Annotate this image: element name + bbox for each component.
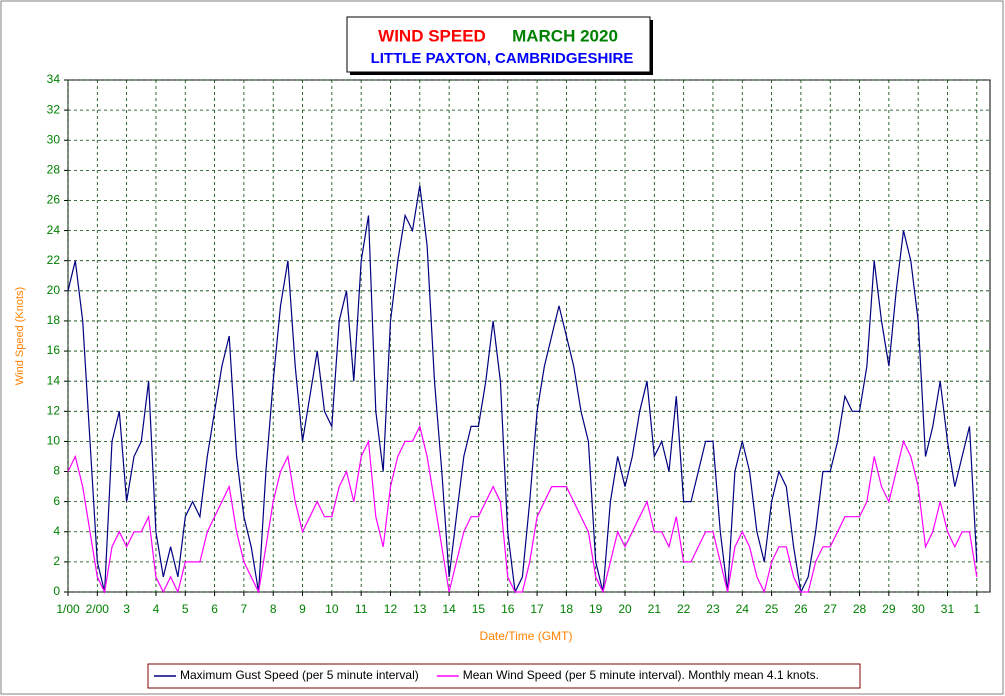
legend-label: Mean Wind Speed (per 5 minute interval).…	[463, 668, 819, 682]
y-tick-label: 14	[47, 373, 61, 387]
x-tick-label: 22	[677, 602, 691, 616]
y-tick-label: 0	[53, 584, 60, 598]
x-tick-label: 29	[882, 602, 896, 616]
x-tick-label: 3	[123, 602, 130, 616]
chart-subtitle: MARCH 2020	[512, 26, 618, 45]
x-tick-label: 17	[530, 602, 544, 616]
y-tick-label: 26	[47, 193, 61, 207]
x-tick-label: 18	[560, 602, 574, 616]
y-tick-label: 22	[47, 253, 61, 267]
x-tick-label: 25	[765, 602, 779, 616]
y-tick-label: 32	[47, 102, 61, 116]
x-tick-label: 20	[618, 602, 632, 616]
x-tick-label: 1	[973, 602, 980, 616]
x-tick-label: 21	[648, 602, 662, 616]
x-tick-label: 2/00	[86, 602, 110, 616]
x-tick-label: 8	[270, 602, 277, 616]
x-tick-label: 24	[736, 602, 750, 616]
x-tick-label: 23	[706, 602, 720, 616]
x-tick-label: 15	[472, 602, 486, 616]
y-tick-label: 28	[47, 163, 61, 177]
y-tick-label: 34	[47, 72, 61, 86]
x-tick-label: 14	[442, 602, 456, 616]
x-tick-label: 27	[824, 602, 838, 616]
y-axis-label: Wind Speed (Knots)	[14, 287, 26, 385]
y-tick-label: 12	[47, 403, 61, 417]
x-axis-label: Date/Time (GMT)	[480, 629, 573, 643]
legend-label: Maximum Gust Speed (per 5 minute interva…	[180, 668, 419, 682]
x-tick-label: 11	[355, 602, 368, 616]
x-tick-label: 7	[241, 602, 248, 616]
x-tick-label: 16	[501, 602, 515, 616]
y-tick-label: 6	[53, 494, 60, 508]
x-tick-label: 13	[413, 602, 427, 616]
y-tick-label: 10	[47, 434, 61, 448]
series-line	[67, 185, 978, 595]
x-tick-label: 12	[384, 602, 398, 616]
x-tick-label: 31	[941, 602, 955, 616]
x-tick-label: 28	[853, 602, 867, 616]
x-tick-label: 5	[182, 602, 189, 616]
x-tick-label: 26	[794, 602, 808, 616]
x-tick-label: 1/00	[56, 602, 80, 616]
location: LITTLE PAXTON, CAMBRIDGESHIRE	[371, 50, 634, 67]
x-tick-label: 9	[299, 602, 306, 616]
plot-area	[67, 79, 991, 593]
y-tick-label: 30	[47, 132, 61, 146]
y-tick-label: 4	[53, 524, 60, 538]
x-tick-label: 19	[589, 602, 603, 616]
y-tick-label: 20	[47, 283, 61, 297]
x-tick-label: 4	[153, 602, 160, 616]
x-tick-label: 30	[911, 602, 925, 616]
y-tick-label: 2	[53, 554, 60, 568]
legend	[147, 663, 861, 689]
y-tick-label: 24	[47, 223, 61, 237]
series-line	[67, 424, 978, 594]
y-tick-label: 16	[47, 343, 61, 357]
chart-title: WIND SPEED	[378, 26, 486, 45]
y-tick-label: 8	[53, 464, 60, 478]
y-tick-label: 18	[47, 313, 61, 327]
x-tick-label: 10	[325, 602, 339, 616]
x-tick-label: 6	[211, 602, 218, 616]
title-box	[346, 16, 651, 73]
